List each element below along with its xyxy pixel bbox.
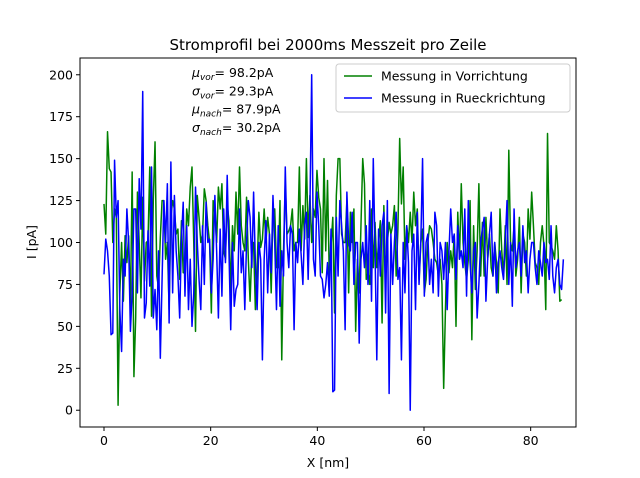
y-tick-label: 25 [57,361,73,376]
x-tick-label: 0 [100,433,108,448]
y-tick-label: 150 [49,151,73,166]
y-tick-label: 100 [49,235,73,250]
y-axis: 0 25 50 75 100 125 150 175 200 [49,67,80,418]
x-axis-label: X [nm] [307,455,349,470]
legend-entries: Messung in Vorrichtung Messung in Rueckri… [344,69,546,106]
y-tick-label: 200 [49,67,73,82]
y-tick-label: 50 [57,319,73,334]
x-tick-label: 80 [523,433,539,448]
stat-line: μvor= 98.2pA [191,65,274,83]
chart-title: Stromprofil bei 2000ms Messzeit pro Zeil… [169,36,486,54]
plot-area [79,57,577,428]
legend-box [335,63,571,113]
y-tick-label: 125 [49,193,73,208]
series-layer [103,74,565,411]
y-tick-label: 175 [49,109,73,124]
legend-label: Messung in Rueckrichtung [381,91,546,106]
x-tick-label: 20 [203,433,219,448]
y-axis-label: I [pA] [24,225,39,259]
x-tick-label: 40 [309,433,325,448]
legend: Messung in Vorrichtung Messung in Rueckri… [335,63,571,113]
stat-line: σnach= 30.2pA [192,120,281,138]
y-tick-label: 75 [57,277,73,292]
stat-line: σvor= 29.3pA [192,83,274,101]
x-axis: 0 20 40 60 80 [100,427,539,448]
legend-label: Messung in Vorrichtung [381,69,528,84]
stat-line: μnach= 87.9pA [191,102,281,120]
x-tick-label: 60 [416,433,432,448]
y-tick-label: 0 [65,403,73,418]
series-line-2 [103,74,565,411]
